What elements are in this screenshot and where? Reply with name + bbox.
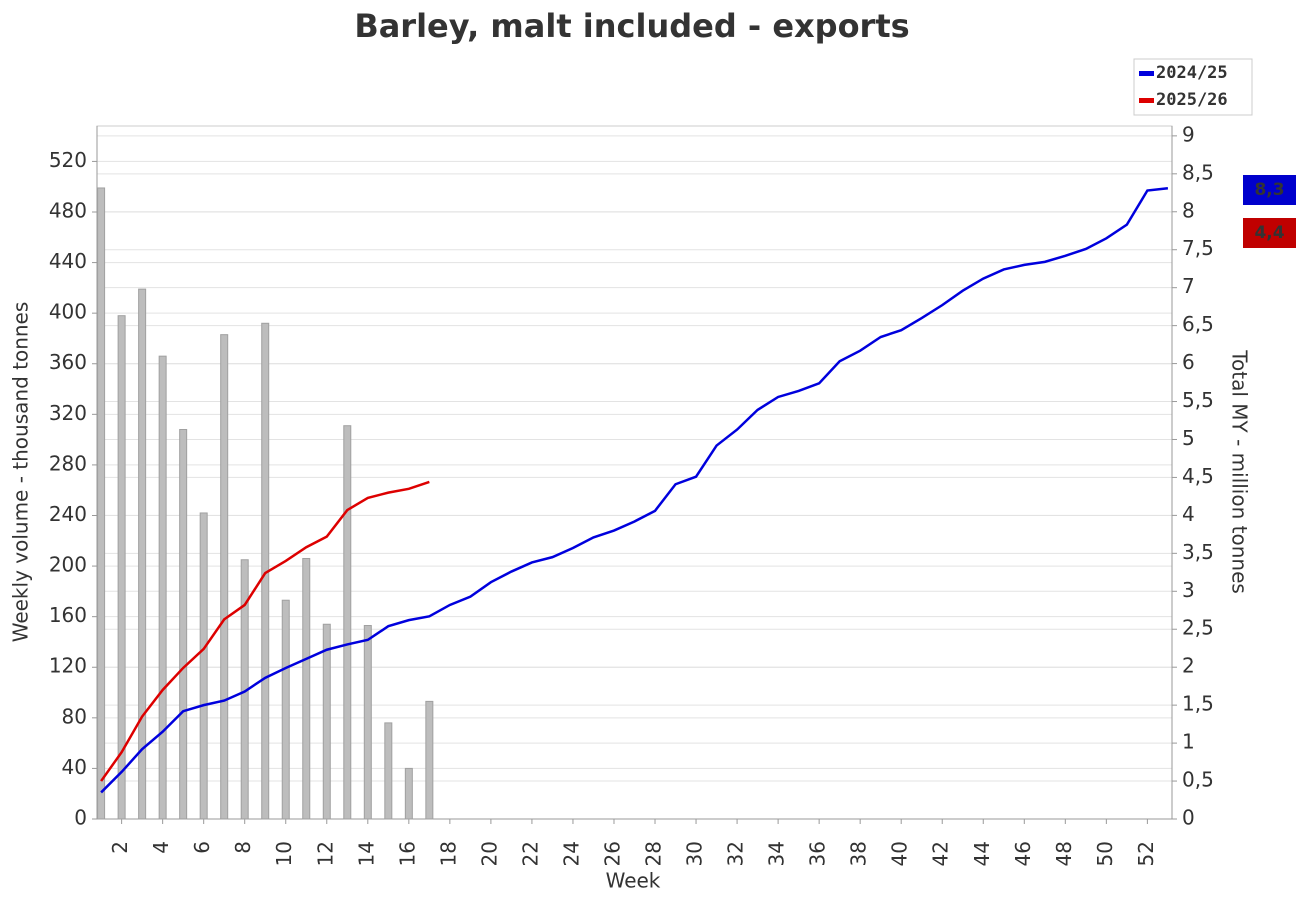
y-tick-label: 440 xyxy=(49,249,87,273)
y-tick-label: 240 xyxy=(49,502,87,526)
x-tick-label: 6 xyxy=(190,841,214,854)
y2-tick-label: 2,5 xyxy=(1182,616,1214,640)
x-tick-label: 46 xyxy=(1011,841,1035,866)
series-line xyxy=(100,186,1169,794)
y2-tick-label: 5 xyxy=(1182,426,1195,450)
x-tick-label: 50 xyxy=(1093,841,1117,866)
x-tick-label: 12 xyxy=(313,841,337,866)
end-badge xyxy=(1243,218,1296,248)
bar xyxy=(425,700,434,820)
bar xyxy=(117,315,126,820)
y2-tick-label: 3 xyxy=(1182,578,1195,602)
x-tick-label: 20 xyxy=(477,841,501,866)
legend-label: 2025/26 xyxy=(1156,90,1228,110)
end-label: 8,3 xyxy=(1254,180,1284,200)
x-tick-label: 14 xyxy=(354,841,378,866)
x-tick-label: 32 xyxy=(724,841,748,866)
y-tick-label: 120 xyxy=(49,654,87,678)
bar xyxy=(343,425,352,820)
y-tick-label: 320 xyxy=(49,401,87,425)
y2-tick-label: 6 xyxy=(1182,350,1195,374)
x-tick-label: 52 xyxy=(1134,841,1158,866)
y-tick-label: 520 xyxy=(49,148,87,172)
end-label: 4,4 xyxy=(1254,223,1284,243)
bar xyxy=(199,512,208,820)
y2-tick-label: 4,5 xyxy=(1182,464,1214,488)
y-tick-label: 40 xyxy=(62,755,87,779)
bar xyxy=(281,599,290,820)
bar xyxy=(404,767,413,820)
y2-tick-label: 1,5 xyxy=(1182,692,1214,716)
x-axis-title: Week xyxy=(606,869,661,893)
y2-tick-label: 8,5 xyxy=(1182,160,1214,184)
x-tick-label: 8 xyxy=(231,841,255,854)
legend-swatch xyxy=(1139,71,1154,76)
series-line xyxy=(100,480,430,782)
plot-frame xyxy=(96,125,1173,820)
x-tick-label: 22 xyxy=(518,841,542,866)
y2-tick-label: 2 xyxy=(1182,654,1195,678)
x-tick-label: 34 xyxy=(765,841,789,866)
y2-tick-label: 7 xyxy=(1182,274,1195,298)
legend-box xyxy=(1133,58,1253,116)
x-tick-label: 18 xyxy=(436,841,460,866)
y2-tick-label: 7,5 xyxy=(1182,236,1214,260)
y2-tick-label: 4 xyxy=(1182,502,1195,526)
legend-swatch xyxy=(1139,98,1154,103)
x-tick-label: 16 xyxy=(395,841,419,866)
bar xyxy=(363,625,372,820)
bar xyxy=(322,623,331,820)
bar xyxy=(97,187,106,820)
bar xyxy=(158,355,167,820)
x-tick-label: 42 xyxy=(929,841,953,866)
x-tick-label: 4 xyxy=(149,841,173,854)
y-tick-label: 480 xyxy=(49,198,87,222)
y2-tick-label: 6,5 xyxy=(1182,312,1214,336)
y-tick-label: 280 xyxy=(49,451,87,475)
x-tick-label: 44 xyxy=(970,841,994,866)
x-tick-label: 48 xyxy=(1052,841,1076,866)
bar xyxy=(220,334,229,820)
x-tick-label: 10 xyxy=(272,841,296,866)
y2-tick-label: 0,5 xyxy=(1182,768,1214,792)
y-tick-label: 400 xyxy=(49,300,87,324)
x-tick-label: 2 xyxy=(108,841,132,854)
y2-tick-label: 0 xyxy=(1182,806,1195,830)
bar xyxy=(384,722,393,820)
y2-tick-label: 9 xyxy=(1182,122,1195,146)
y-tick-label: 360 xyxy=(49,350,87,374)
y-axis-title: Weekly volume - thousand tonnes xyxy=(9,302,33,643)
y2-tick-label: 8 xyxy=(1182,198,1195,222)
y2-axis-title: Total MY - million tonnes xyxy=(1228,349,1252,594)
bar xyxy=(302,557,311,820)
bar xyxy=(179,429,188,820)
x-tick-label: 38 xyxy=(847,841,871,866)
y-tick-label: 200 xyxy=(49,553,87,577)
y-tick-label: 80 xyxy=(62,704,87,728)
y2-tick-label: 5,5 xyxy=(1182,388,1214,412)
y-tick-label: 0 xyxy=(74,806,87,830)
y-tick-label: 160 xyxy=(49,603,87,627)
chart-title: Barley, malt included - exports xyxy=(354,7,909,45)
x-tick-label: 24 xyxy=(559,841,583,866)
x-tick-label: 40 xyxy=(888,841,912,866)
x-tick-label: 28 xyxy=(642,841,666,866)
x-tick-label: 30 xyxy=(683,841,707,866)
y2-tick-label: 3,5 xyxy=(1182,540,1214,564)
bar xyxy=(138,288,147,820)
x-tick-label: 36 xyxy=(806,841,830,866)
legend-label: 2024/25 xyxy=(1156,63,1228,83)
y2-tick-label: 1 xyxy=(1182,730,1195,754)
x-tick-label: 26 xyxy=(600,841,624,866)
end-badge xyxy=(1243,175,1296,205)
